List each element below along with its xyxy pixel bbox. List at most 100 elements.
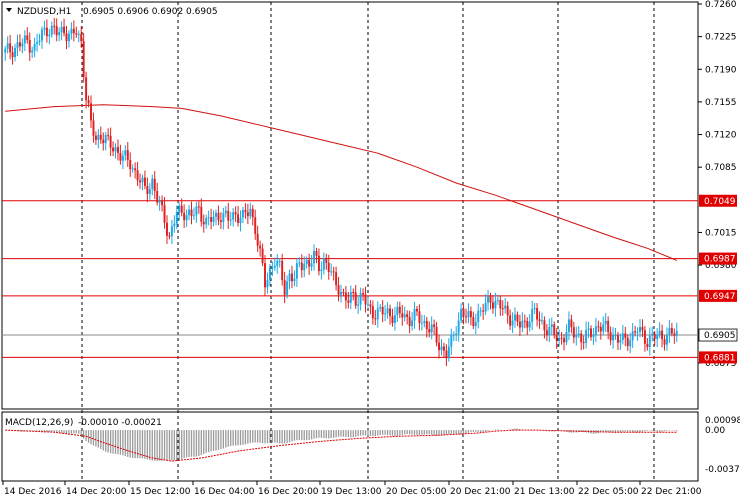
candle-body bbox=[200, 206, 203, 222]
candle-body bbox=[357, 304, 360, 306]
candle-body bbox=[281, 260, 284, 281]
candle-body bbox=[656, 334, 659, 340]
level-price-label: 0.6947 bbox=[704, 292, 736, 302]
candle-body bbox=[543, 320, 546, 331]
candle-body bbox=[572, 327, 575, 338]
candle-body bbox=[462, 309, 465, 317]
candle-body bbox=[183, 212, 186, 221]
candle-body bbox=[604, 320, 607, 325]
candle-body bbox=[435, 327, 438, 343]
candle-body bbox=[653, 333, 656, 340]
candle-body bbox=[283, 280, 286, 295]
candle-body bbox=[36, 41, 39, 44]
candle-body bbox=[80, 33, 83, 42]
candle-body bbox=[202, 221, 205, 225]
level-price-tag bbox=[699, 252, 737, 265]
candle-body bbox=[585, 329, 588, 343]
candle-body bbox=[161, 200, 164, 206]
candle-body bbox=[467, 311, 470, 318]
candle-body bbox=[232, 212, 235, 220]
candle-body bbox=[366, 304, 369, 306]
candle-body bbox=[548, 327, 551, 336]
candle-body bbox=[239, 217, 242, 224]
candle-body bbox=[457, 320, 460, 334]
candle-body bbox=[26, 35, 29, 40]
candle-body bbox=[658, 330, 661, 335]
candle-body bbox=[442, 346, 445, 351]
candle-body bbox=[241, 209, 244, 218]
candle-body bbox=[75, 33, 78, 35]
candle-body bbox=[300, 262, 303, 271]
candle-body bbox=[641, 327, 644, 331]
candle-body bbox=[612, 335, 615, 341]
candle-body bbox=[224, 210, 227, 214]
candle-body bbox=[474, 321, 477, 327]
candle-body bbox=[116, 147, 119, 153]
candle-body bbox=[63, 26, 66, 34]
current-price-tag bbox=[698, 328, 738, 342]
candle-body bbox=[563, 338, 566, 343]
candle-body bbox=[675, 330, 678, 336]
candle-body bbox=[308, 260, 311, 267]
x-tick-label: 15 Dec 12:00 bbox=[130, 487, 191, 497]
candle-body bbox=[4, 48, 7, 53]
candle-body bbox=[180, 205, 183, 213]
candle-body bbox=[550, 324, 553, 328]
candle-body bbox=[28, 39, 31, 53]
candle-body bbox=[185, 215, 188, 221]
candle-body bbox=[227, 210, 230, 221]
candle-body bbox=[90, 103, 92, 121]
candle-body bbox=[261, 248, 264, 264]
candle-body bbox=[540, 320, 543, 322]
macd-label: MACD(12,26,9) bbox=[5, 418, 73, 428]
candle-body bbox=[212, 216, 215, 222]
candle-body bbox=[65, 33, 68, 42]
candle-body bbox=[629, 340, 632, 347]
candle-body bbox=[288, 273, 291, 282]
x-tick-label: 21 Dec 13:00 bbox=[514, 487, 575, 497]
candle-body bbox=[94, 135, 97, 140]
candle-body bbox=[175, 212, 178, 224]
candle-body bbox=[560, 337, 563, 339]
candle-body bbox=[310, 263, 313, 267]
candle-body bbox=[129, 159, 132, 170]
candle-body bbox=[396, 306, 399, 316]
candle-body bbox=[195, 206, 198, 216]
candle-body bbox=[450, 335, 453, 347]
candle-body bbox=[460, 309, 463, 321]
candle-body bbox=[53, 25, 56, 27]
candle-body bbox=[440, 346, 443, 351]
candle-body bbox=[99, 134, 102, 140]
candle-body bbox=[276, 260, 279, 266]
y-tick-label: 0.7260 bbox=[705, 0, 737, 10]
candle-body bbox=[403, 314, 406, 318]
macd-tick-label: 0.00098 bbox=[705, 416, 740, 426]
candle-body bbox=[553, 324, 556, 336]
candle-body bbox=[58, 32, 61, 36]
level-price-tag bbox=[699, 194, 737, 207]
candle-body bbox=[131, 168, 134, 170]
candle-body bbox=[87, 100, 90, 104]
candle-body bbox=[506, 305, 509, 316]
candle-body bbox=[151, 178, 154, 190]
candle-body bbox=[624, 333, 627, 338]
candle-body bbox=[408, 317, 411, 327]
candle-body bbox=[423, 321, 426, 324]
candle-body bbox=[501, 308, 504, 310]
candle-body bbox=[636, 332, 639, 334]
candle-body bbox=[109, 135, 112, 148]
candle-body bbox=[433, 324, 436, 328]
candle-body bbox=[266, 280, 269, 288]
candle-body bbox=[60, 26, 63, 33]
candle-body bbox=[124, 150, 127, 156]
triangle-down-icon[interactable] bbox=[6, 8, 12, 12]
candles-layer bbox=[4, 17, 678, 367]
candle-body bbox=[38, 40, 41, 42]
candle-body bbox=[303, 263, 306, 271]
candle-body bbox=[491, 302, 494, 309]
candle-body bbox=[317, 255, 320, 272]
candle-body bbox=[41, 29, 43, 41]
candle-body bbox=[217, 212, 220, 221]
level-price-tag bbox=[699, 289, 737, 302]
x-tick-label: 14 Dec 20:00 bbox=[66, 487, 127, 497]
